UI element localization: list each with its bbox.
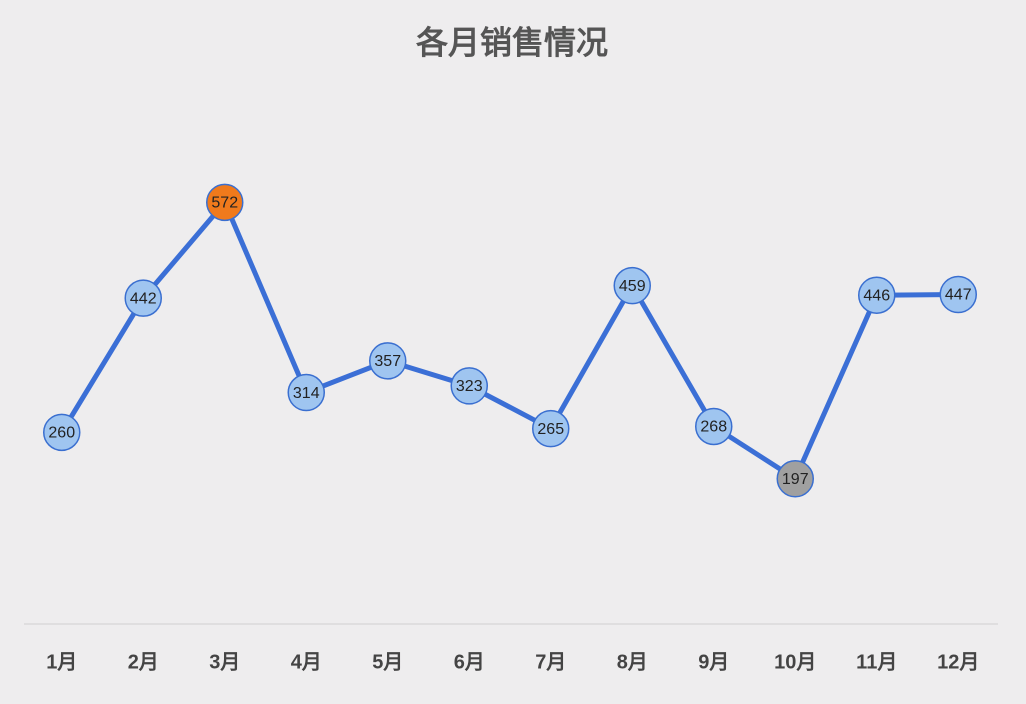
data-label: 197 xyxy=(782,471,809,488)
x-tick-label: 3月 xyxy=(209,651,240,673)
marker xyxy=(939,275,977,314)
data-label: 357 xyxy=(374,353,401,370)
x-tick-label: 2月 xyxy=(128,651,159,673)
x-tick-label: 10月 xyxy=(774,651,816,673)
marker xyxy=(124,279,162,317)
line xyxy=(59,199,959,482)
x-tick-label: 11月 xyxy=(856,651,897,673)
x-tick-label: 7月 xyxy=(535,651,566,673)
data-label: 268 xyxy=(700,419,727,436)
data-label: 447 xyxy=(945,287,972,304)
x-tick-label: 4月 xyxy=(291,651,322,673)
data-label: 314 xyxy=(293,385,320,402)
x-tick-label: 6月 xyxy=(454,651,485,673)
data-label: 265 xyxy=(537,421,564,438)
data-label: 459 xyxy=(619,278,646,295)
data-label: 323 xyxy=(456,378,483,395)
marker xyxy=(369,342,407,380)
marker xyxy=(613,266,651,305)
data-label: 446 xyxy=(863,287,890,304)
chart-title: 各月销售情况 xyxy=(416,24,608,60)
marker xyxy=(858,276,896,314)
data-label: 260 xyxy=(48,425,75,442)
data-label: 572 xyxy=(211,195,238,212)
x-tick-label: 1月 xyxy=(46,651,77,673)
x-tick-label: 12月 xyxy=(937,651,979,673)
marker xyxy=(532,409,570,448)
x-tick-label: 8月 xyxy=(617,651,648,673)
marker xyxy=(287,373,325,412)
x-tick-label: 5月 xyxy=(372,651,403,673)
x-tick-label: 9月 xyxy=(698,651,729,673)
marker xyxy=(43,413,81,452)
data-label: 442 xyxy=(130,290,157,307)
marker xyxy=(695,407,733,446)
marker xyxy=(776,460,814,498)
marker xyxy=(450,367,488,405)
marker xyxy=(206,183,244,222)
